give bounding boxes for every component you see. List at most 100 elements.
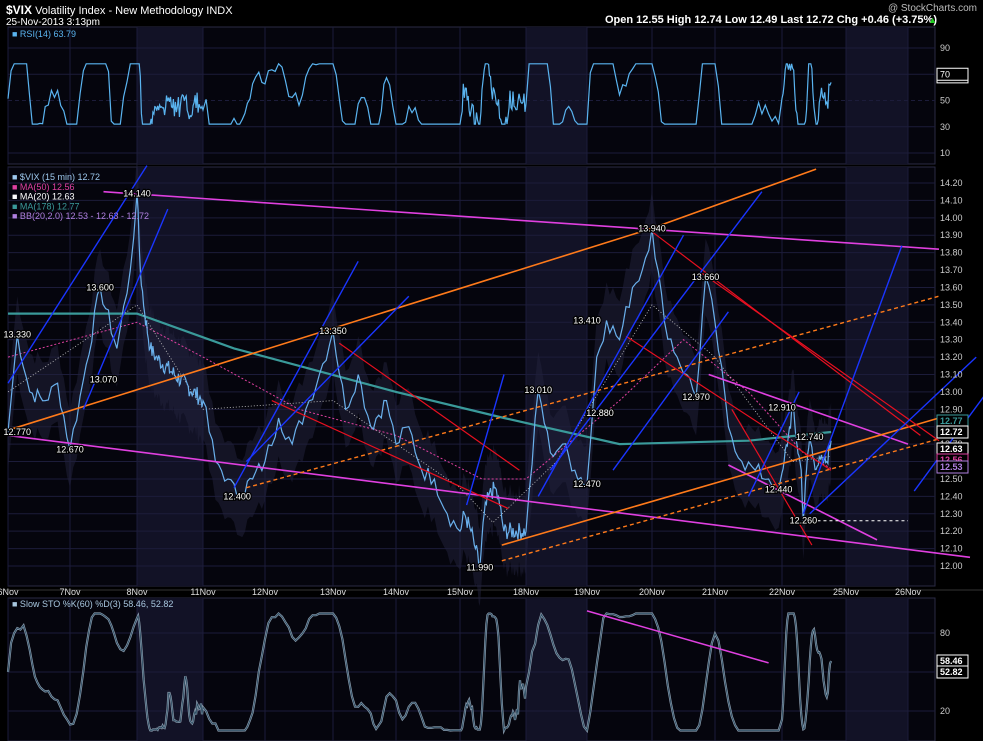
rsi-tick-label: 30 [940, 122, 950, 132]
bollinger-band [8, 155, 832, 606]
sto-k-line [7, 612, 832, 733]
ohlc-summary: Open 12.55 High 12.74 Low 12.49 Last 12.… [605, 14, 937, 26]
session-shade [846, 598, 908, 741]
price-tick-label: 14.10 [940, 195, 963, 205]
ma-50-line [7, 321, 832, 480]
vix-price-line [7, 193, 832, 568]
blue-channel-line [7, 165, 148, 384]
x-tick-label: 25Nov [833, 587, 860, 597]
price-tick-label: 12.40 [940, 491, 963, 501]
price-right-label: 12.53 [940, 462, 963, 472]
exchange-label: INDX [206, 5, 233, 17]
price-annotation: 12.880 [586, 408, 614, 418]
ma-20-line [7, 304, 832, 524]
red-channel-line [271, 400, 509, 510]
x-tick-label: 11Nov [190, 587, 216, 597]
price-tick-label: 13.40 [940, 317, 963, 327]
price-annotation: 12.910 [768, 403, 796, 413]
price-annotation: 13.600 [86, 282, 114, 292]
rsi-70-label: 70 [940, 69, 950, 79]
magenta-trendline [708, 373, 909, 445]
price-annotation: 13.940 [638, 223, 666, 233]
magenta-trendline [728, 464, 878, 541]
price-annotation: 12.970 [682, 392, 710, 402]
price-right-label: 12.63 [940, 444, 963, 454]
price-legend-item: ■ MA(20) 12.63 [12, 192, 74, 202]
price-annotation: 12.260 [790, 516, 818, 526]
red-channel-line [731, 408, 813, 546]
blue-channel-line [537, 234, 685, 497]
price-annotation: 12.440 [765, 484, 793, 494]
price-tick-label: 12.30 [940, 509, 963, 519]
magenta-trendline [103, 190, 940, 250]
price-annotation: 13.070 [90, 375, 118, 385]
x-tick-label: 13Nov [320, 587, 347, 597]
price-tick-label: 12.90 [940, 404, 963, 414]
orange-channel-line [7, 168, 817, 431]
price-tick-label: 14.00 [940, 213, 963, 223]
price-tick-label: 12.10 [940, 544, 963, 554]
price-tick-label: 13.60 [940, 282, 963, 292]
blue-channel-line [549, 191, 763, 471]
blue-channel-line [245, 295, 410, 462]
blue-channel-line [802, 245, 903, 515]
session-shade [526, 598, 587, 741]
symbol-label: $VIX [6, 3, 33, 17]
price-tick-label: 13.70 [940, 265, 963, 275]
chart-title: $VIX Volatility Index - New Methodology … [6, 3, 233, 17]
price-annotation: 12.770 [4, 427, 32, 437]
session-shade [526, 27, 587, 164]
blue-channel-line [612, 311, 729, 471]
price-tick-label: 13.10 [940, 370, 963, 380]
session-shade [137, 27, 203, 164]
x-tick-label: 26Nov [895, 587, 922, 597]
x-tick-label: 15Nov [447, 587, 474, 597]
blue-channel-line [233, 260, 359, 489]
price-annotation: 12.400 [223, 491, 251, 501]
price-right-label: 12.77 [940, 416, 963, 426]
price-right-label: 12.56 [940, 455, 963, 465]
up-arrow-icon: ▲ [928, 15, 937, 25]
price-right-label-box [936, 460, 969, 474]
rsi-line [7, 62, 832, 126]
price-annotation: 13.410 [573, 316, 601, 326]
price-tick-label: 13.80 [940, 248, 963, 258]
x-tick-label: 8Nov [126, 587, 148, 597]
chart-datetime: 25-Nov-2013 3:13pm [6, 17, 100, 28]
price-annotation: 13.010 [524, 385, 552, 395]
session-shade [846, 167, 908, 586]
orange-channel-line [501, 417, 940, 546]
price-tick-label: 13.20 [940, 352, 963, 362]
red-channel-line [702, 273, 940, 442]
price-annotation: 12.470 [573, 479, 601, 489]
rsi-tick-label: 90 [940, 43, 950, 53]
price-annotation: 13.330 [4, 329, 32, 339]
session-shade [846, 27, 908, 164]
price-legend-item: ■ MA(178) 12.77 [12, 201, 79, 211]
price-annotation: 13.350 [319, 326, 347, 336]
price-annotation: 12.740 [796, 432, 824, 442]
red-channel-line [625, 335, 832, 471]
x-tick-label: 12Nov [252, 587, 279, 597]
sto-tick-label: 20 [940, 706, 950, 716]
red-channel-line [338, 342, 520, 471]
blue-channel-line [465, 374, 505, 506]
x-tick-label: 7Nov [59, 587, 81, 597]
blue-channel-line [82, 208, 169, 410]
price-tick-label: 12.00 [940, 561, 963, 571]
price-tick-label: 13.00 [940, 387, 963, 397]
sto-trendline [586, 610, 769, 664]
orange-midline [246, 295, 940, 489]
index-name: Volatility Index - New Methodology [35, 5, 204, 17]
x-tick-label: 19Nov [574, 587, 601, 597]
price-annotation: 12.670 [56, 444, 84, 454]
price-tick-label: 12.50 [940, 474, 963, 484]
rsi-tick-label: 50 [940, 96, 950, 106]
blue-channel-line [747, 391, 800, 497]
rsi-tick-label: 10 [940, 148, 950, 158]
sto-k-value: 58.46 [940, 656, 963, 666]
magenta-trendline [7, 434, 971, 559]
price-annotation: 13.660 [692, 272, 720, 282]
blue-channel-line [913, 396, 983, 492]
